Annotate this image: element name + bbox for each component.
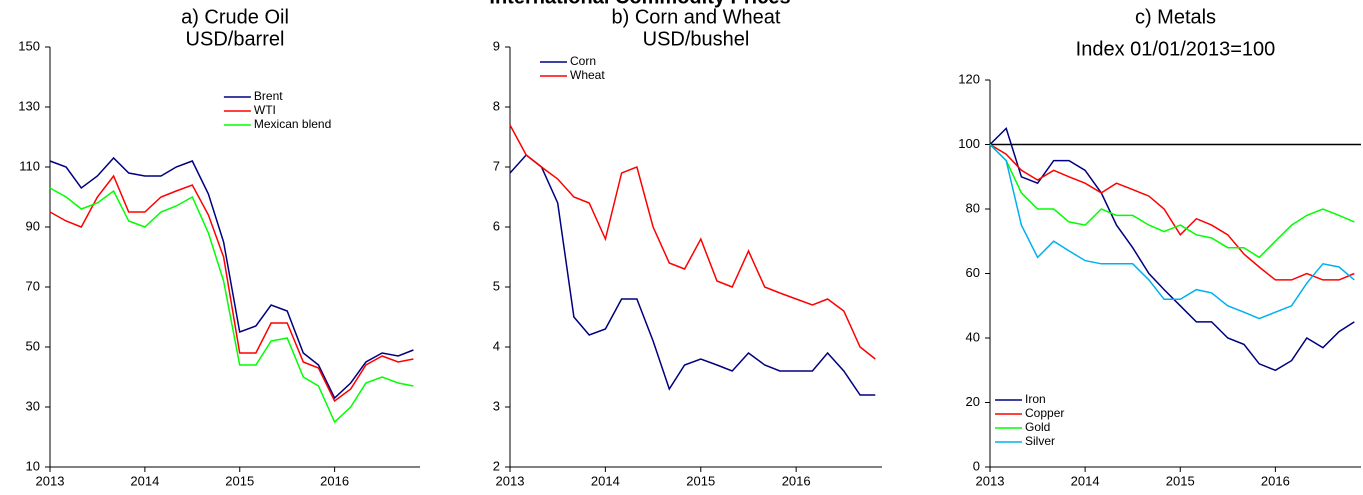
y-tick-label: 2 [493,458,500,473]
y-tick-label: 8 [493,98,500,113]
x-tick-label: 2015 [686,473,715,488]
y-tick-label: 60 [966,265,980,280]
legend-label: Wheat [570,68,605,82]
x-tick-label: 2015 [1166,473,1195,488]
y-tick-label: 100 [958,136,980,151]
y-tick-label: 70 [26,278,40,293]
legend-label: Mexican blend [254,117,331,131]
x-tick-label: 2014 [130,473,159,488]
y-tick-label: 120 [958,71,980,86]
y-tick-label: 9 [493,38,500,53]
y-tick-label: 4 [493,338,500,353]
chart-subtitle: USD/barrel [186,28,285,50]
x-tick-label: 2014 [591,473,620,488]
y-tick-label: 40 [966,329,980,344]
chart-subtitle: USD/bushel [643,28,750,50]
y-tick-label: 90 [26,218,40,233]
series-line [49,187,414,424]
legend-label: Copper [1025,406,1064,420]
x-tick-label: 2016 [320,473,349,488]
y-tick-label: 130 [18,98,40,113]
x-tick-label: 2016 [782,473,811,488]
chart-title: c) Metals [1135,6,1216,28]
y-tick-label: 150 [18,38,40,53]
series-line [989,126,1355,372]
y-tick-label: 110 [19,158,40,173]
series-line [49,174,414,403]
series-line [989,143,1355,281]
y-tick-label: 80 [966,200,980,215]
x-tick-label: 2013 [36,473,65,488]
y-tick-label: 10 [26,458,40,473]
x-tick-label: 2015 [225,473,254,488]
y-tick-label: 7 [493,158,500,173]
series-line [509,124,876,360]
x-tick-label: 2013 [976,473,1005,488]
series-line [989,143,1355,320]
legend-label: WTI [254,103,276,117]
y-tick-label: 0 [973,458,980,473]
y-tick-label: 50 [26,338,40,353]
x-tick-label: 2013 [496,473,525,488]
y-tick-label: 5 [493,278,500,293]
chart-subtitle: Index 01/01/2013=100 [1076,38,1276,60]
y-tick-label: 20 [966,394,980,409]
y-tick-label: 3 [493,398,500,413]
series-line [989,143,1355,259]
x-tick-label: 2016 [1261,473,1290,488]
figure-title: International Commodity Prices [489,0,790,8]
series-line [49,156,414,400]
legend-label: Silver [1025,434,1055,448]
x-tick-label: 2014 [1071,473,1100,488]
chart-title: b) Corn and Wheat [612,6,781,28]
y-tick-label: 6 [493,218,500,233]
legend-label: Iron [1025,392,1046,406]
series-line [509,153,876,396]
legend-label: Brent [254,89,283,103]
chart-title: a) Crude Oil [181,6,289,28]
y-tick-label: 30 [26,398,40,413]
legend-label: Corn [570,54,596,68]
legend-label: Gold [1025,420,1050,434]
